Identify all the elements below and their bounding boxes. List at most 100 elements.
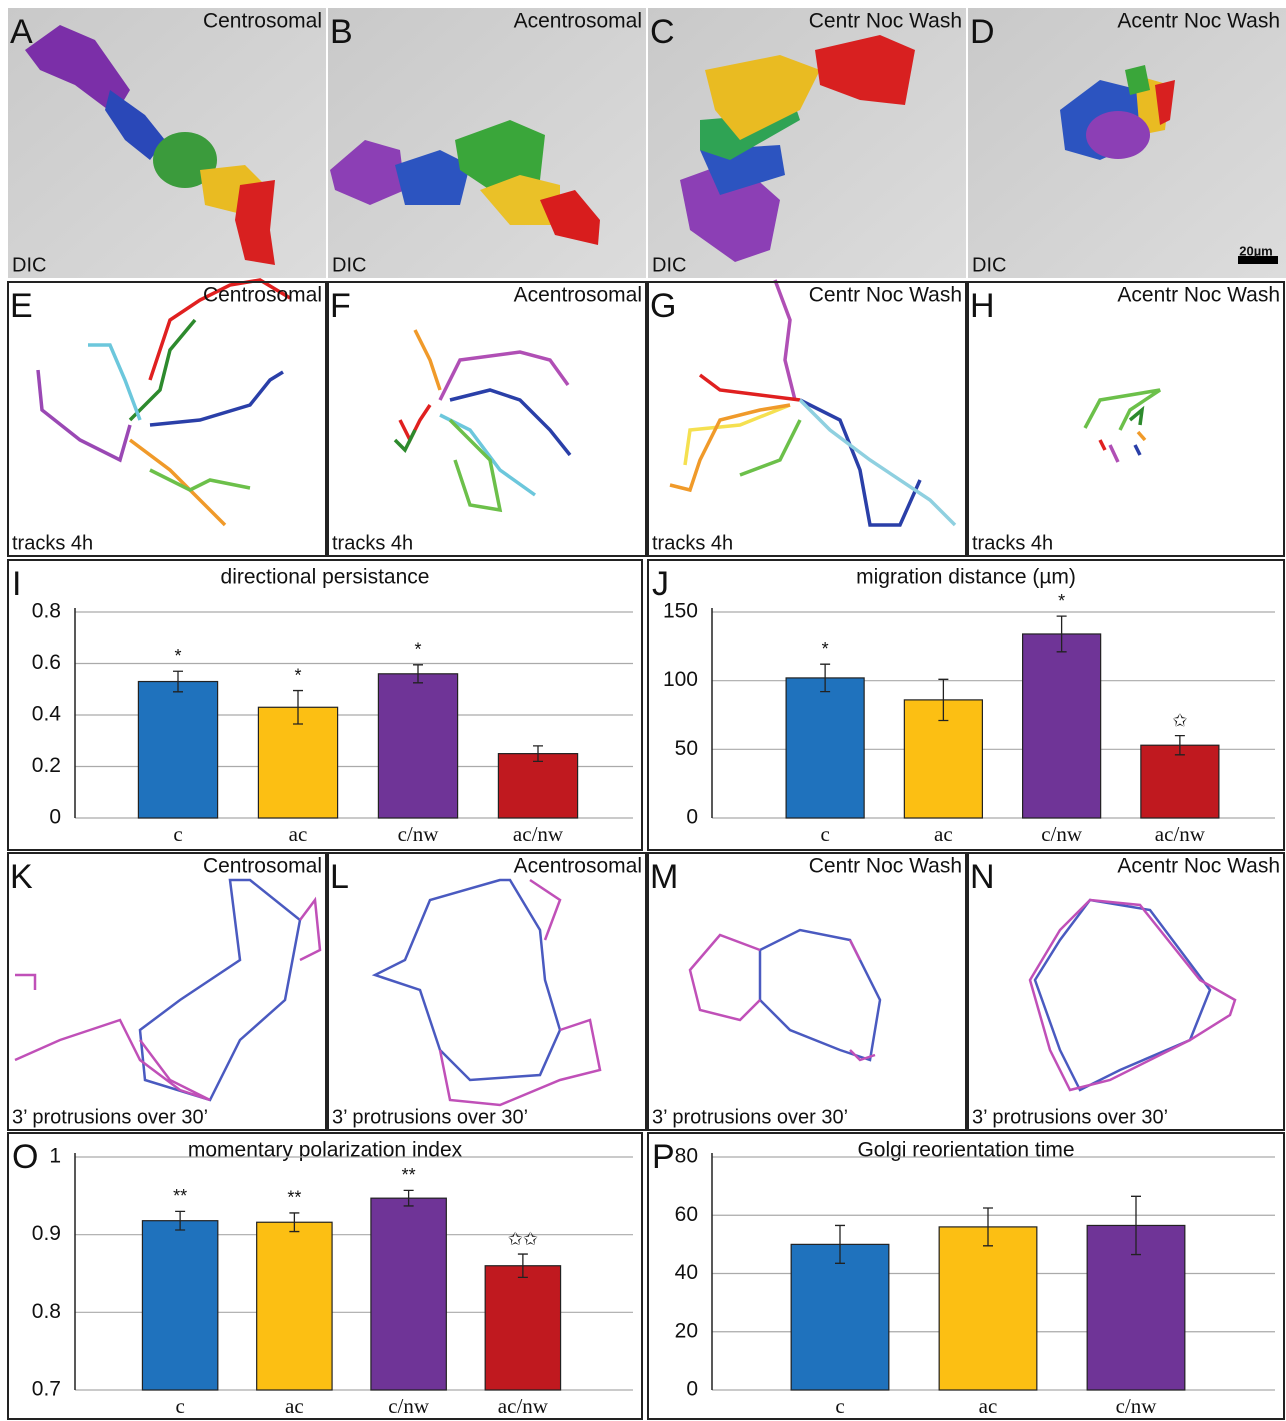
chart-title: Golgi reorientation time <box>857 1139 1074 1162</box>
dic-images <box>8 8 1286 278</box>
panel-letter: D <box>970 13 995 51</box>
significance-marker: * <box>1058 591 1065 611</box>
figure: ACentrosomalDICBAcentrosomalDICCCentr No… <box>0 0 1286 1421</box>
panel-title: Acentr Noc Wash <box>1117 855 1280 878</box>
panel-letter: C <box>650 13 675 51</box>
track <box>1085 390 1160 430</box>
bar <box>142 1221 217 1390</box>
panel-letter: I <box>12 565 21 603</box>
y-tick-label: 0.9 <box>32 1222 61 1245</box>
x-tick-label: c/nw <box>1116 1394 1158 1418</box>
x-tick-label: ac <box>979 1394 998 1418</box>
x-tick-label: c/nw <box>398 822 440 846</box>
track <box>1110 445 1118 462</box>
bar <box>786 678 864 818</box>
panel-letter: P <box>652 1138 675 1176</box>
panel-title: Acentrosomal <box>514 10 642 33</box>
bar <box>498 754 577 818</box>
y-tick-label: 100 <box>663 668 698 691</box>
track <box>700 375 800 400</box>
panel-title: Centr Noc Wash <box>809 855 962 878</box>
panel-caption: tracks 4h <box>652 532 733 554</box>
panel-title: Centrosomal <box>203 855 322 878</box>
panel-letter: A <box>10 13 33 51</box>
track <box>38 370 130 460</box>
track <box>775 280 795 400</box>
y-tick-label: 0.8 <box>32 600 61 623</box>
y-tick-label: 150 <box>663 600 698 623</box>
significance-marker: ** <box>173 1186 187 1206</box>
cell-outline <box>760 930 880 1060</box>
cell-outline <box>140 880 300 1100</box>
panel-title: Acentr Noc Wash <box>1117 10 1280 33</box>
significance-marker: * <box>294 665 301 685</box>
cell-outline <box>375 880 560 1080</box>
panel-frame <box>8 853 326 1130</box>
track <box>800 400 955 525</box>
track <box>415 330 440 390</box>
panel-frame <box>968 853 1284 1130</box>
panel-letter: H <box>970 287 995 325</box>
track <box>1135 445 1140 455</box>
significance-marker: ** <box>287 1188 301 1208</box>
panel-letter: G <box>650 287 676 325</box>
protrusions <box>15 880 1235 1105</box>
panel-letter: K <box>10 858 33 896</box>
panel-frame <box>648 282 966 556</box>
protrusion <box>440 880 600 1105</box>
significance-marker: ** <box>402 1165 416 1185</box>
bar <box>485 1266 560 1390</box>
panel-title: Centr Noc Wash <box>809 10 962 33</box>
panel-caption: 3’ protrusions over 30’ <box>12 1106 208 1128</box>
panel-caption: tracks 4h <box>972 532 1053 554</box>
x-tick-label: ac <box>934 822 953 846</box>
track <box>150 470 250 490</box>
panel-title: Centrosomal <box>203 284 322 307</box>
panel-letter: L <box>330 858 349 896</box>
y-tick-label: 0.4 <box>32 703 62 726</box>
track <box>440 352 568 400</box>
y-tick-label: 20 <box>675 1319 698 1342</box>
image-bg <box>648 8 966 278</box>
x-tick-label: c/nw <box>1041 822 1083 846</box>
x-tick-label: c <box>835 1394 844 1418</box>
y-tick-label: 1 <box>49 1145 61 1168</box>
y-tick-label: 0.8 <box>32 1300 61 1323</box>
track <box>740 420 800 475</box>
x-tick-label: ac <box>285 1394 304 1418</box>
bar <box>1141 745 1219 818</box>
track <box>440 415 535 495</box>
protrusion <box>15 900 320 1100</box>
bar <box>939 1227 1037 1390</box>
page: ACentrosomalDICBAcentrosomalDICCCentr No… <box>0 0 1286 1421</box>
panel-letter: F <box>330 287 351 325</box>
panel-letter: N <box>970 858 995 896</box>
y-tick-label: 50 <box>675 737 698 760</box>
y-tick-label: 80 <box>675 1145 698 1168</box>
panel-title: Acentrosomal <box>514 284 642 307</box>
panel-caption: DIC <box>332 254 366 276</box>
significance-marker: * <box>414 640 421 660</box>
panel-caption: tracks 4h <box>332 532 413 554</box>
track <box>130 320 195 420</box>
bar <box>791 1244 889 1390</box>
bar <box>138 682 217 818</box>
chart-title: momentary polarization index <box>188 1139 463 1162</box>
cell <box>1086 111 1150 159</box>
significance-marker: ✩ <box>1172 710 1187 730</box>
panel-caption: DIC <box>12 254 46 276</box>
scale-label: 20µm <box>1239 243 1273 258</box>
panel-caption: DIC <box>652 254 686 276</box>
track <box>88 345 140 420</box>
track <box>1138 432 1145 440</box>
y-tick-label: 60 <box>675 1203 698 1226</box>
significance-marker: ✩✩ <box>508 1229 538 1249</box>
panel-title: Acentr Noc Wash <box>1117 284 1280 307</box>
track <box>1130 410 1142 425</box>
y-tick-label: 0 <box>686 1378 698 1401</box>
panel-title: Centrosomal <box>203 10 322 33</box>
y-tick-label: 40 <box>675 1261 698 1284</box>
panel-caption: DIC <box>972 254 1006 276</box>
x-tick-label: c/nw <box>388 1394 430 1418</box>
track <box>150 372 283 425</box>
